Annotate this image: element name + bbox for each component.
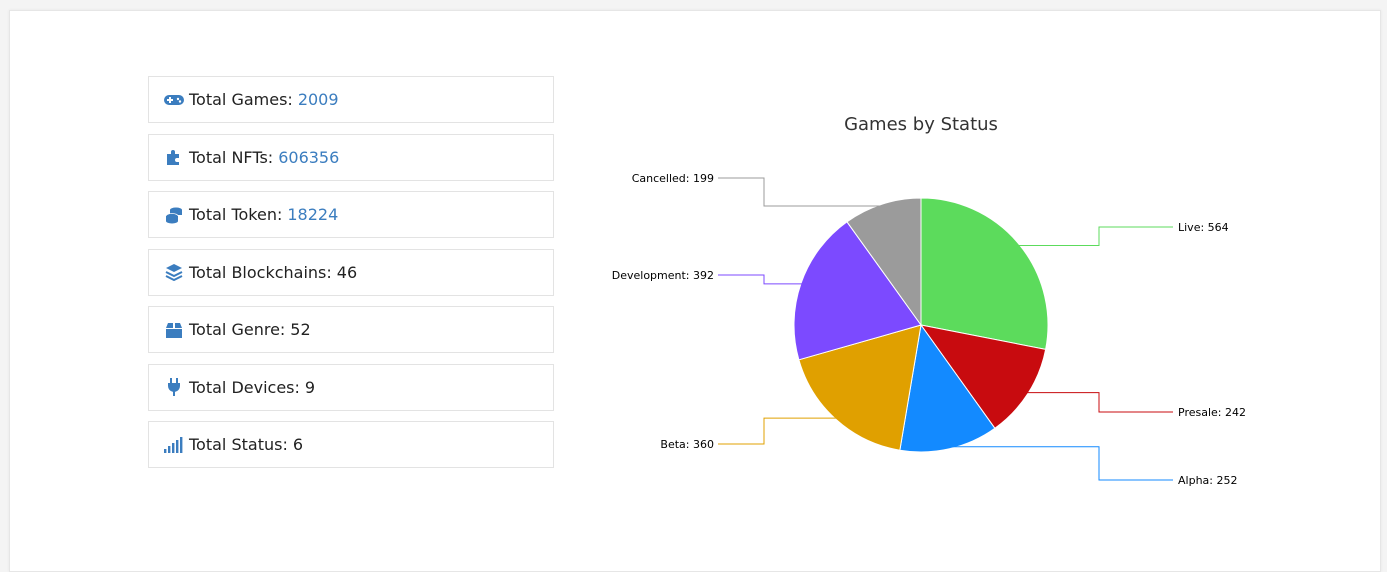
box-icon — [164, 320, 184, 340]
connector-development — [718, 274, 803, 285]
stat-total-devices: Total Devices: 9 — [148, 363, 554, 411]
connector-cancelled — [718, 177, 883, 207]
stat-value: 6 — [292, 435, 304, 454]
stat-value: 18224 — [287, 205, 339, 224]
chart-title: Games by Status — [844, 114, 998, 135]
pie-chart-svg: Games by Status Live: 564 Presale: 242 Alp… — [612, 114, 1246, 487]
stat-total-status: Total Status: 6 — [148, 421, 554, 468]
pie-slice-cancelled[interactable] — [846, 197, 922, 327]
stat-value: 52 — [290, 320, 311, 339]
stat-value: 46 — [336, 262, 358, 282]
stat-label: Total NFTs: — [189, 147, 274, 167]
data-label-live: Live: 564 — [1178, 221, 1229, 234]
layer-group-icon — [164, 262, 184, 282]
data-labels: Live: 564 Presale: 242 Alpha: 252 Beta: 360… — [612, 172, 1246, 487]
stats-list: Total Games: 2009 Total NFTs: 606356 Tot… — [148, 76, 554, 479]
stat-label: Total Genre: — [189, 320, 286, 339]
dashboard-card — [9, 10, 1381, 572]
coins-icon — [164, 205, 184, 225]
puzzle-piece-icon — [164, 147, 184, 167]
data-label-alpha: Alpha: 252 — [1178, 474, 1237, 487]
stat-label: Total Status: — [189, 435, 288, 454]
data-label-development: Development: 392 — [612, 269, 714, 282]
connector-presale — [1026, 392, 1173, 413]
connector-alpha — [949, 446, 1173, 481]
stat-value: 2009 — [297, 90, 339, 109]
stat-value: 9 — [304, 377, 316, 397]
pie-slices — [793, 197, 1049, 453]
data-label-presale: Presale: 242 — [1178, 406, 1246, 419]
gamepad-icon — [164, 90, 184, 110]
stat-total-nfts: Total NFTs: 606356 — [148, 133, 554, 181]
stat-label: Total Token: — [189, 205, 283, 224]
plug-icon — [164, 377, 184, 397]
stat-value: 606356 — [278, 147, 340, 167]
games-by-status-chart: Games by Status Live: 564 Presale: 242 Alp… — [600, 100, 1250, 520]
stat-label: Total Blockchains: — [189, 262, 332, 282]
stat-total-token: Total Token: 18224 — [148, 191, 554, 238]
signal-icon — [164, 435, 184, 455]
pie-slice-development[interactable] — [793, 221, 922, 361]
connector-live — [1017, 226, 1173, 247]
stat-total-blockchains: Total Blockchains: 46 — [148, 248, 554, 296]
connector-beta — [718, 417, 838, 445]
pie-slice-live[interactable] — [920, 197, 1049, 350]
pie-slice-alpha[interactable] — [899, 323, 996, 453]
pie-slice-beta[interactable] — [798, 324, 922, 451]
label-connectors — [718, 177, 1173, 481]
stat-total-genre: Total Genre: 52 — [148, 306, 554, 353]
data-label-beta: Beta: 360 — [660, 438, 714, 451]
stat-label: Total Devices: — [189, 377, 300, 397]
data-label-cancelled: Cancelled: 199 — [632, 172, 714, 185]
pie-slice-presale[interactable] — [919, 324, 1047, 430]
stat-label: Total Games: — [189, 90, 293, 109]
stat-total-games: Total Games: 2009 — [148, 76, 554, 123]
